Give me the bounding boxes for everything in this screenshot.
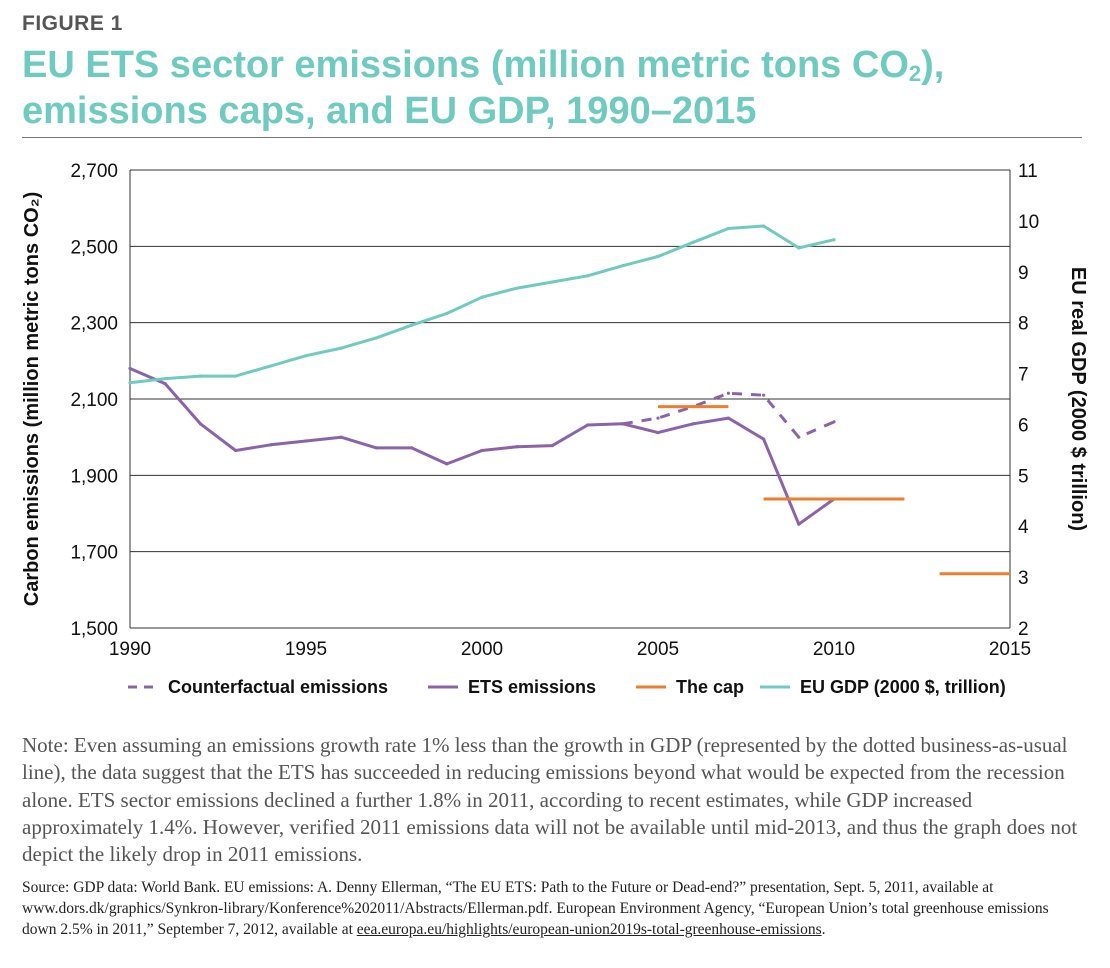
series-eu-gdp-2000-trillion-point [163,377,167,381]
series-ets-emissions-point [410,446,414,450]
series-ets-emissions-point [234,448,238,453]
legend-label-the-cap: The cap [676,677,744,697]
series-eu-gdp-2000-trillion-point [832,238,836,242]
y-tick-label-right: 4 [1018,517,1029,538]
legend-label-counterfactual-emissions: Counterfactual emissions [168,677,388,697]
y-tick-label-right: 2 [1018,619,1029,640]
series-ets-emissions-point [621,422,625,426]
series-eu-gdp-2000-trillion-point [691,240,695,244]
series-ets-emissions-point [797,522,801,526]
series-ets-emissions-point [691,422,695,426]
source-citation: Source: GDP data: World Bank. EU emissio… [22,877,1084,941]
series-eu-gdp-2000-trillion-point [656,254,660,259]
series-eu-gdp-2000-trillion-point [198,374,202,378]
source-link[interactable]: eea.europa.eu/highlights/european-union2… [356,921,822,939]
series-eu-gdp-2000-trillion-point [621,264,625,268]
x-tick-label: 2015 [989,639,1031,660]
series-eu-gdp-2000-trillion-point [480,295,484,299]
series-ets-emissions-point [550,443,555,448]
series-ets-emissions-point [304,439,308,443]
legend-label-ets-emissions: ETS emissions [468,677,596,697]
series-ets-emissions-point [339,435,343,439]
chart-note: Note: Even assuming an emissions growth … [22,733,1078,867]
series-ets-emissions-point [726,416,731,420]
source-text: Source: GDP data: World Bank. EU emissio… [22,879,1049,939]
y-axis-title-right: EU real GDP (2000 $ trillion) [1067,267,1089,531]
x-tick-label: 2010 [813,639,855,660]
series-eu-gdp-2000-trillion-point [374,336,378,340]
series-eu-gdp-2000-trillion-point [234,374,238,378]
series-ets-emissions-point [128,366,132,371]
series-counterfactual-emissions-point [656,416,660,420]
series-ets-emissions-point [656,430,660,435]
series-ets-emissions-point [198,422,202,426]
figure-label: FIGURE 1 [22,12,123,35]
y-tick-label-right: 9 [1018,263,1029,284]
series-counterfactual-emissions-point [797,435,801,439]
series-eu-gdp-2000-trillion-point [269,364,273,368]
series-eu-gdp-2000-trillion-point [410,323,414,327]
y-tick-label-left: 2,300 [70,314,118,335]
series-ets-emissions-point [515,445,519,449]
title-divider [22,137,1082,138]
y-tick-label-right: 11 [1018,161,1038,182]
series-eu-gdp-2000-trillion-point [445,311,449,316]
y-tick-label-right: 6 [1018,415,1029,436]
x-tick-label: 2005 [637,639,679,660]
y-axis-title-left: Carbon emissions (million metric tons CO… [21,192,43,607]
y-tick-label-right: 3 [1018,568,1029,589]
series-ets-emissions-point [269,443,273,447]
y-tick-label-right: 10 [1018,212,1039,233]
series-counterfactual-emissions-point [726,391,731,395]
series-eu-gdp-2000-trillion-line [129,224,835,385]
y-tick-label-left: 1,500 [70,619,118,640]
series-ets-emissions-point [480,448,484,453]
x-tick-label: 1995 [285,639,327,660]
series-eu-gdp-2000-trillion-point [797,246,801,250]
legend-label-eu-gdp-2000-trillion: EU GDP (2000 $, trillion) [800,677,1006,697]
series-eu-gdp-2000-trillion-point [586,274,590,278]
x-tick-label: 2000 [461,639,503,660]
chart-title-subscript: 2 [908,61,922,86]
chart-title-line1-post: ), [921,44,945,86]
y-tick-label-left: 2,700 [70,161,118,182]
series-eu-gdp-2000-trillion-point [515,286,519,290]
y-tick-label-right: 8 [1018,314,1029,335]
series-ets-emissions-point [163,382,167,386]
chart-title: EU ETS sector emissions (million metric … [22,42,1092,134]
series-eu-gdp-2000-trillion-point [339,346,343,350]
series-ets-emissions-point [762,437,766,441]
chart-title-line2: emissions caps, and EU GDP, 1990–2015 [22,90,757,132]
y-tick-label-left: 2,100 [70,390,118,411]
y-tick-label-left: 1,900 [70,466,118,487]
series-counterfactual-emissions-point [832,420,836,424]
series-ets-emissions-point [586,423,590,427]
series-ets-emissions-point [374,446,378,450]
y-tick-label-right: 5 [1018,466,1029,487]
y-tick-label-right: 7 [1018,365,1029,386]
series-eu-gdp-2000-trillion-point [304,354,308,358]
series-eu-gdp-2000-trillion-point [128,381,132,385]
series-eu-gdp-2000-trillion-point [762,224,766,228]
series-ets-emissions-point [445,462,449,466]
chart: 1,500 1,700 1,900 2,100 2,300 2,500 2,700 2 3 4 5 6… [21,161,1089,697]
series-eu-gdp-2000-trillion-point [550,280,555,284]
x-tick-label: 1990 [109,639,151,660]
series-counterfactual-emissions-point [762,393,766,397]
series-eu-gdp-2000-trillion-point [726,226,731,231]
chart-title-line1-pre: EU ETS sector emissions (million metric … [22,44,909,86]
y-tick-label-left: 1,700 [70,543,118,564]
y-tick-label-left: 2,500 [70,237,118,258]
source-end: . [821,921,826,939]
